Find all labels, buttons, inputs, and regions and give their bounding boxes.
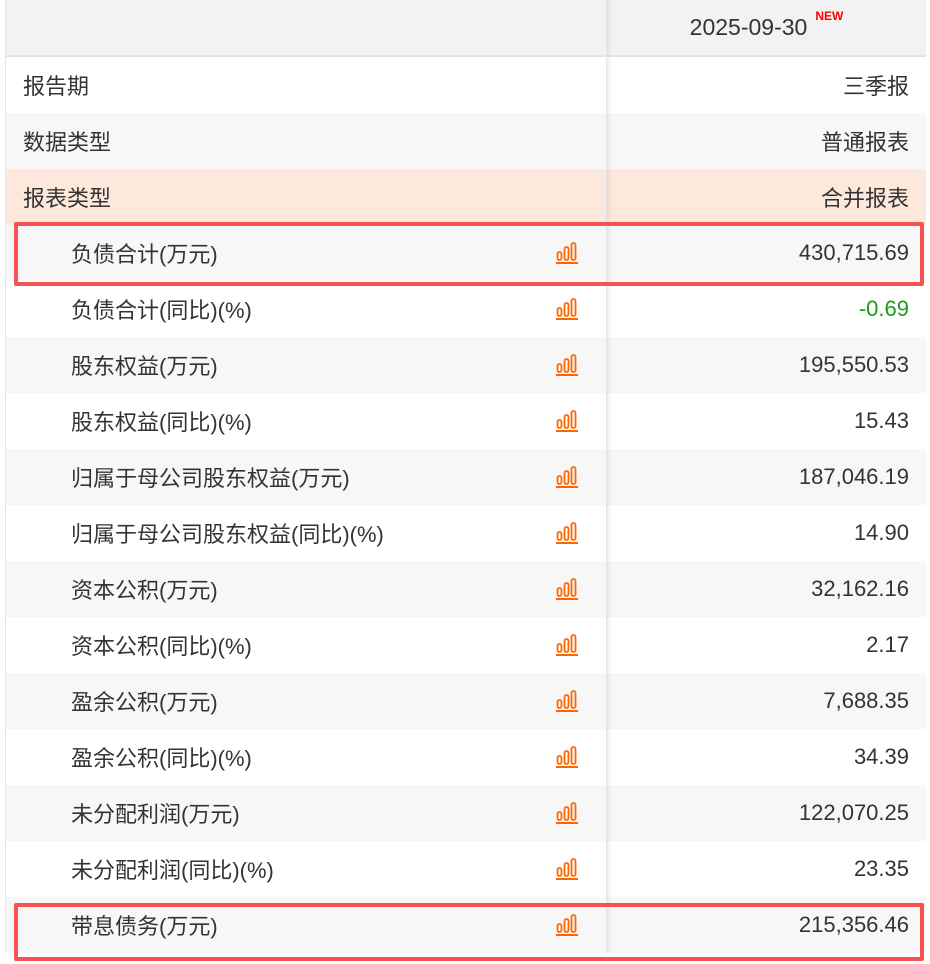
- row-value-cell: 32,162.16: [606, 561, 926, 617]
- financial-table: 2025-09-30 NEW 报告期 三季报数据类型 普通报表报表类型 合并报表 负债…: [5, 0, 926, 953]
- table-row: 未分配利润(同比)(%) 23.35: [6, 841, 926, 897]
- meta-value-cell: 三季报: [606, 57, 926, 113]
- row-value: 122,070.25: [798, 800, 909, 825]
- row-value: 430,715.69: [798, 240, 909, 265]
- bar-chart-icon[interactable]: [556, 634, 578, 656]
- row-value: -0.69: [858, 296, 909, 321]
- row-label-cell: 归属于母公司股东权益(万元): [6, 449, 606, 505]
- row-value: 32,162.16: [811, 576, 909, 601]
- meta-label-cell: 报告期: [6, 57, 606, 113]
- table-row: 归属于母公司股东权益(同比)(%) 14.90: [6, 505, 926, 561]
- row-value-cell: 34.39: [606, 729, 926, 785]
- row-label-cell: 股东权益(万元): [6, 337, 606, 393]
- row-label-cell: 资本公积(同比)(%): [6, 617, 606, 673]
- table-row: 资本公积(万元) 32,162.16: [6, 561, 926, 617]
- row-value: 34.39: [853, 744, 909, 769]
- row-value-cell: 187,046.19: [606, 449, 926, 505]
- row-value-cell: -0.69: [606, 281, 926, 337]
- bar-chart-icon[interactable]: [556, 410, 578, 432]
- row-value: 7,688.35: [823, 688, 909, 713]
- meta-value: 合并报表: [820, 186, 909, 211]
- bar-chart-icon[interactable]: [556, 578, 578, 600]
- row-label: 负债合计(同比)(%): [71, 298, 252, 323]
- bar-chart-icon[interactable]: [556, 522, 578, 544]
- row-label: 盈余公积(万元): [71, 690, 218, 715]
- table-row: 负债合计(万元) 430,715.69: [6, 225, 926, 281]
- meta-row: 报告期 三季报: [6, 57, 926, 113]
- row-value: 23.35: [853, 856, 909, 881]
- row-label: 归属于母公司股东权益(同比)(%): [71, 522, 384, 547]
- row-value: 195,550.53: [798, 352, 909, 377]
- row-value-cell: 23.35: [606, 841, 926, 897]
- bar-chart-icon[interactable]: [556, 802, 578, 824]
- meta-label-cell: 数据类型: [6, 113, 606, 169]
- table-header: 2025-09-30 NEW: [6, 0, 926, 57]
- new-badge: NEW: [815, 8, 844, 23]
- row-label: 负债合计(万元): [71, 242, 218, 267]
- row-label-cell: 负债合计(同比)(%): [6, 281, 606, 337]
- row-label-cell: 资本公积(万元): [6, 561, 606, 617]
- table-row: 股东权益(万元) 195,550.53: [6, 337, 926, 393]
- row-value-cell: 2.17: [606, 617, 926, 673]
- row-label-cell: 盈余公积(万元): [6, 673, 606, 729]
- bar-chart-icon[interactable]: [556, 690, 578, 712]
- meta-label: 报表类型: [23, 186, 112, 211]
- row-value-cell: 215,356.46: [606, 897, 926, 953]
- meta-value: 普通报表: [820, 130, 909, 155]
- row-value-cell: 122,070.25: [606, 785, 926, 841]
- row-value: 2.17: [866, 632, 909, 657]
- bar-chart-icon[interactable]: [556, 242, 578, 264]
- row-label: 带息债务(万元): [71, 914, 218, 939]
- header-period-cell[interactable]: 2025-09-30 NEW: [606, 0, 926, 55]
- row-label-cell: 未分配利润(万元): [6, 785, 606, 841]
- row-label: 资本公积(同比)(%): [71, 634, 252, 659]
- row-label: 盈余公积(同比)(%): [71, 746, 252, 771]
- table-row: 资本公积(同比)(%) 2.17: [6, 617, 926, 673]
- bar-chart-icon[interactable]: [556, 354, 578, 376]
- row-label: 未分配利润(万元): [71, 802, 240, 827]
- period-label: 2025-09-30: [689, 14, 808, 40]
- row-label: 未分配利润(同比)(%): [71, 858, 274, 883]
- bar-chart-icon[interactable]: [556, 914, 578, 936]
- table-row: 股东权益(同比)(%) 15.43: [6, 393, 926, 449]
- row-label-cell: 归属于母公司股东权益(同比)(%): [6, 505, 606, 561]
- row-value-cell: 7,688.35: [606, 673, 926, 729]
- meta-value-cell: 合并报表: [606, 169, 926, 225]
- table-row: 负债合计(同比)(%) -0.69: [6, 281, 926, 337]
- header-label-cell: [6, 0, 606, 55]
- row-value-cell: 15.43: [606, 393, 926, 449]
- row-label: 股东权益(万元): [71, 354, 218, 379]
- row-label: 资本公积(万元): [71, 578, 218, 603]
- bar-chart-icon[interactable]: [556, 298, 578, 320]
- meta-label-cell: 报表类型: [6, 169, 606, 225]
- meta-value-cell: 普通报表: [606, 113, 926, 169]
- row-label-cell: 股东权益(同比)(%): [6, 393, 606, 449]
- row-label-cell: 盈余公积(同比)(%): [6, 729, 606, 785]
- meta-label: 数据类型: [23, 130, 112, 155]
- table-row: 归属于母公司股东权益(万元) 187,046.19: [6, 449, 926, 505]
- meta-row: 数据类型 普通报表: [6, 113, 926, 169]
- table-row: 盈余公积(同比)(%) 34.39: [6, 729, 926, 785]
- meta-value: 三季报: [842, 74, 909, 99]
- table-row: 盈余公积(万元) 7,688.35: [6, 673, 926, 729]
- row-value-cell: 195,550.53: [606, 337, 926, 393]
- row-value-cell: 430,715.69: [606, 225, 926, 281]
- row-label: 归属于母公司股东权益(万元): [71, 466, 350, 491]
- row-value: 215,356.46: [798, 912, 909, 937]
- table-row: 带息债务(万元) 215,356.46: [6, 897, 926, 953]
- row-label-cell: 负债合计(万元): [6, 225, 606, 281]
- row-label-cell: 未分配利润(同比)(%): [6, 841, 606, 897]
- row-value: 15.43: [853, 408, 909, 433]
- meta-row: 报表类型 合并报表: [6, 169, 926, 225]
- row-value-cell: 14.90: [606, 505, 926, 561]
- bar-chart-icon[interactable]: [556, 746, 578, 768]
- bar-chart-icon[interactable]: [556, 466, 578, 488]
- row-value: 14.90: [853, 520, 909, 545]
- meta-label: 报告期: [23, 74, 90, 99]
- row-value: 187,046.19: [798, 464, 909, 489]
- row-label: 股东权益(同比)(%): [71, 410, 252, 435]
- row-label-cell: 带息债务(万元): [6, 897, 606, 953]
- table-row: 未分配利润(万元) 122,070.25: [6, 785, 926, 841]
- bar-chart-icon[interactable]: [556, 858, 578, 880]
